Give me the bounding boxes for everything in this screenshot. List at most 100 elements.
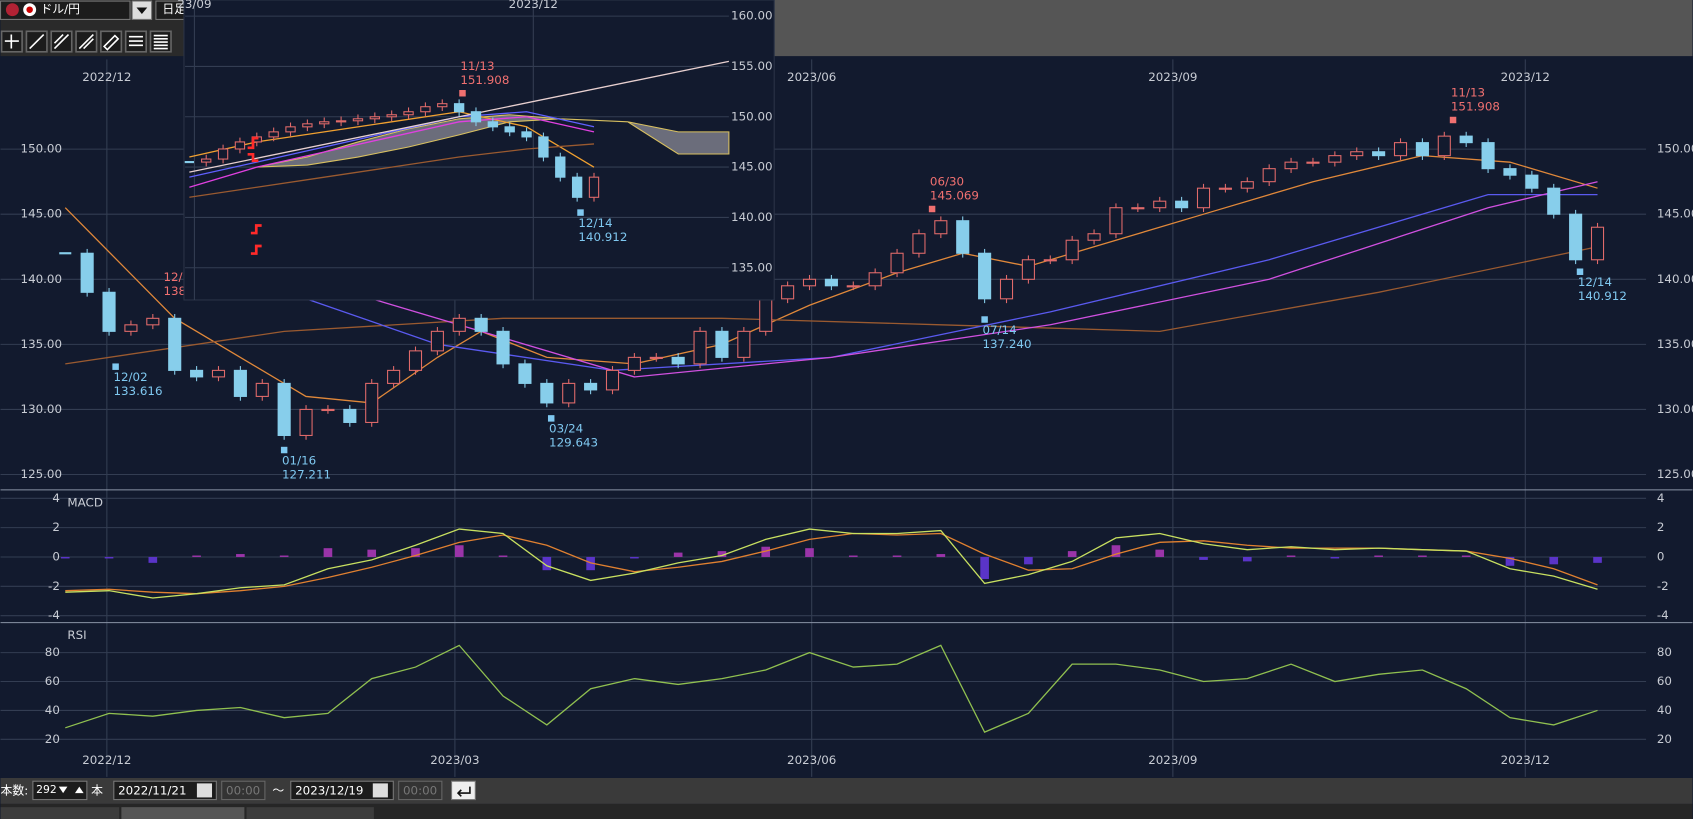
signal-arrow <box>247 152 259 163</box>
y-tick-label: -4 <box>48 608 60 622</box>
x-tick-label: 2023/09 <box>1148 753 1197 767</box>
indicator-panels: -4 -4 -2 -2 0 0 2 2 4 4 MACD 20 20 40 40 60 60 80 80 RSI <box>0 491 1672 746</box>
candle-body <box>1328 155 1342 163</box>
indicator-line <box>65 246 1598 365</box>
inset-signals <box>247 136 262 255</box>
tool-icon <box>29 33 45 50</box>
candle-body <box>102 291 116 332</box>
candle-body <box>487 121 499 128</box>
candle-body <box>538 136 549 158</box>
indicator-line <box>305 194 1598 371</box>
candle-body <box>1415 142 1429 157</box>
histogram-bar <box>1155 549 1165 557</box>
candle-body <box>693 330 707 365</box>
candle-body <box>555 156 566 178</box>
histogram-bar <box>1286 555 1296 557</box>
y-tick-label: 145.00 <box>21 207 63 221</box>
candle-body <box>1065 239 1079 261</box>
high-date: 11/13 <box>1451 86 1485 100</box>
candle-body <box>1393 142 1408 157</box>
candle-body <box>321 408 335 412</box>
candle-body <box>168 317 182 371</box>
bottom-bar: 本数: 292 本 2022/11/21 00:00 〜 2023/12/19 … <box>0 777 1693 819</box>
high-value: 151.908 <box>1451 100 1500 114</box>
candle-body <box>369 116 380 120</box>
y-tick-label: 0 <box>1657 549 1665 563</box>
candle-body <box>759 298 773 332</box>
timeframe: 日足 <box>162 2 186 16</box>
candle-body <box>80 252 94 293</box>
y-tick-label: 155.00 <box>731 59 773 73</box>
tab[interactable] <box>246 807 374 819</box>
count-input[interactable] <box>32 780 88 801</box>
histogram-bar <box>236 554 245 557</box>
histogram-bar <box>1418 555 1427 557</box>
to-time: 00:00 <box>403 783 437 797</box>
histogram-bar <box>1549 556 1559 565</box>
calendar-button[interactable] <box>196 783 213 798</box>
indicator-line <box>189 143 595 198</box>
signal-line <box>65 532 1598 595</box>
apply-button[interactable] <box>451 780 476 801</box>
candle-body <box>671 356 685 365</box>
candle-body <box>1240 181 1254 189</box>
histogram-bar <box>805 548 814 557</box>
tool-ruler[interactable] <box>100 30 123 53</box>
histogram-bar <box>104 556 114 559</box>
to-date-input[interactable] <box>290 780 394 801</box>
tool-icon <box>53 33 70 50</box>
y-tick-label: 150.00 <box>1657 142 1693 156</box>
candle-body <box>452 317 466 332</box>
candle-body <box>1350 151 1364 157</box>
y-tick-label: 80 <box>45 645 60 659</box>
candle-body <box>1306 161 1320 164</box>
signal-arrow <box>250 224 262 235</box>
tab[interactable] <box>121 807 245 819</box>
y-tick-label: 2 <box>52 520 60 534</box>
x-tick-label: 2023/12 <box>509 0 558 11</box>
candle-body <box>403 111 414 116</box>
high-marker <box>928 205 936 213</box>
range-separator: 〜 <box>272 783 284 797</box>
candle-body <box>1131 207 1145 210</box>
candle-body <box>420 106 431 113</box>
count-spinner[interactable] <box>58 786 84 794</box>
from-time-input[interactable] <box>221 780 266 801</box>
tab[interactable] <box>0 807 120 819</box>
low-date: 01/16 <box>282 453 316 467</box>
panel-title: RSI <box>67 628 86 642</box>
x-tick-label: 2022/12 <box>82 753 131 767</box>
to-time-input[interactable] <box>398 780 443 801</box>
tool-icon <box>4 34 19 49</box>
histogram-bar <box>1024 556 1033 565</box>
histogram-bar <box>1330 556 1340 559</box>
flag-us <box>5 3 19 17</box>
x-tick-label: 23/09 <box>177 0 211 11</box>
low-value: 140.912 <box>1578 289 1627 303</box>
tool-icon <box>128 35 143 47</box>
histogram-bar <box>542 556 552 571</box>
low-marker <box>1576 268 1584 275</box>
from-date-input[interactable] <box>113 780 217 801</box>
low-value: 127.211 <box>282 467 331 481</box>
rsi-line <box>65 644 1598 733</box>
candle-body <box>437 103 448 108</box>
panel-title: MACD <box>67 495 103 509</box>
candle-body <box>190 369 204 378</box>
indicator-line <box>189 60 730 173</box>
candle-body <box>1218 187 1232 190</box>
y-tick-label: 20 <box>1657 732 1672 746</box>
candle-body <box>285 126 296 133</box>
toolbar: ドル/円 日足 <box>0 0 200 57</box>
candle-body <box>781 285 795 300</box>
low-date: 12/02 <box>113 370 147 384</box>
candle-body <box>912 233 926 254</box>
low-value: 133.616 <box>113 384 162 398</box>
high-date: 06/30 <box>930 175 964 189</box>
candle-body <box>201 158 212 163</box>
candle-body <box>1503 168 1517 176</box>
candle-body <box>352 118 364 122</box>
calendar-button[interactable] <box>372 783 388 798</box>
candle-body <box>1481 142 1495 170</box>
histogram-bar <box>1461 555 1471 557</box>
